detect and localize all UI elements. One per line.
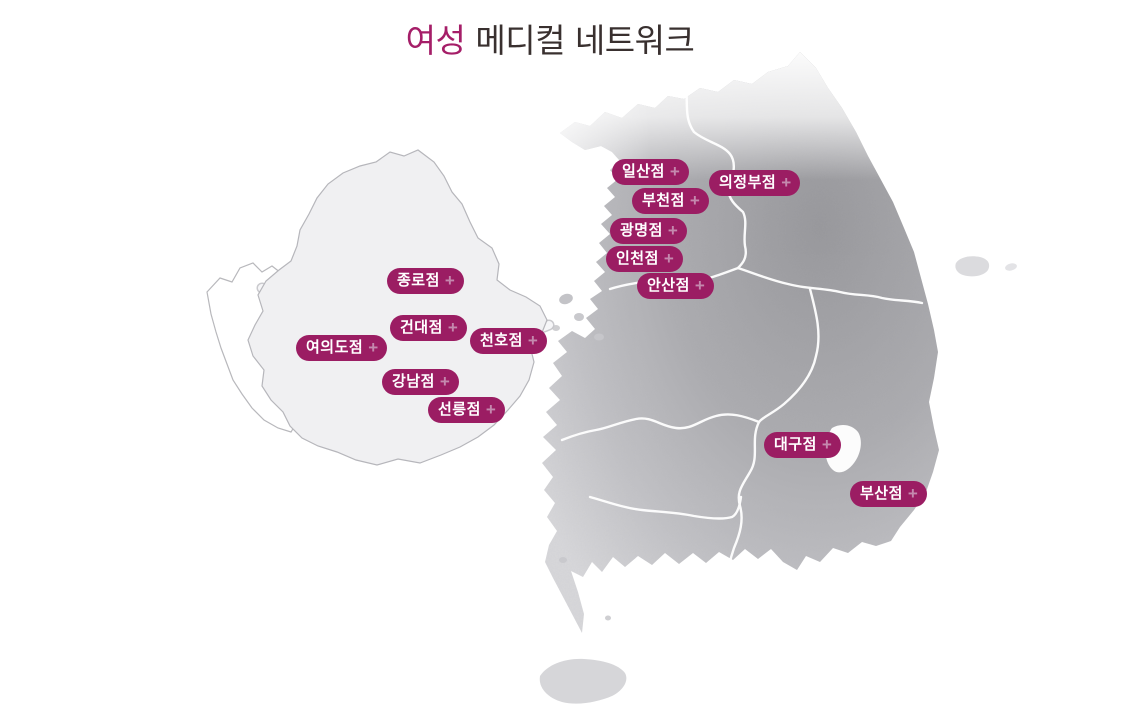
branch-badge-label: 여의도점	[306, 339, 364, 356]
branch-badge-label: 천호점	[480, 332, 523, 349]
plus-icon: +	[368, 338, 379, 357]
plus-icon: +	[447, 318, 458, 337]
plus-icon: +	[663, 249, 674, 268]
page-title-rest: 메디컬 네트워크	[465, 21, 695, 60]
branch-badge-label: 강남점	[392, 373, 435, 390]
branch-badge-label: 의정부점	[719, 174, 777, 191]
jeju-island	[539, 658, 627, 704]
plus-icon: +	[527, 331, 538, 350]
dokdo-island	[1005, 263, 1017, 271]
plus-icon: +	[667, 221, 678, 240]
plus-icon: +	[694, 276, 705, 295]
province-border-gangwon-gyeongbuk	[736, 266, 924, 305]
plus-icon: +	[485, 400, 496, 419]
branch-badge-uijeongbu[interactable]: 의정부점 +	[709, 170, 801, 196]
branch-badge-gangnam[interactable]: 강남점 +	[382, 369, 459, 395]
branch-badge-label: 부천점	[642, 192, 685, 209]
plus-icon: +	[669, 162, 680, 181]
plus-icon: +	[781, 173, 792, 192]
branch-badge-label: 대구점	[774, 436, 817, 453]
branch-badge-bucheon[interactable]: 부천점 +	[632, 188, 709, 214]
branch-badge-seolleung[interactable]: 선릉점 +	[428, 397, 505, 423]
branch-badge-ansan[interactable]: 안산점 +	[637, 273, 714, 299]
branch-badge-daegu[interactable]: 대구점 +	[764, 432, 841, 458]
ulleungdo-island	[955, 256, 990, 277]
branch-badge-yeouido[interactable]: 여의도점 +	[296, 335, 388, 361]
branch-badge-label: 일산점	[622, 163, 665, 180]
plus-icon: +	[821, 435, 832, 454]
branch-badge-busan[interactable]: 부산점 +	[850, 481, 927, 507]
branch-badge-jongno[interactable]: 종로점 +	[387, 268, 464, 294]
branch-badge-label: 건대점	[400, 319, 443, 336]
branch-badge-label: 종로점	[397, 272, 440, 289]
branch-badge-label: 광명점	[620, 222, 663, 239]
branch-badge-label: 부산점	[860, 485, 903, 502]
plus-icon: +	[907, 484, 918, 503]
branch-badge-label: 안산점	[647, 277, 690, 294]
page-title-highlight: 여성	[405, 21, 466, 60]
branch-badge-kondae[interactable]: 건대점 +	[390, 315, 467, 341]
branch-badge-label: 선릉점	[438, 401, 481, 418]
branch-badge-cheonho[interactable]: 천호점 +	[470, 328, 547, 354]
plus-icon: +	[439, 372, 450, 391]
page-title: 여성 메디컬 네트워크	[0, 14, 1100, 62]
province-border-chungnam-jeonbuk	[560, 413, 761, 442]
branch-badge-ilsan[interactable]: 일산점 +	[612, 159, 689, 185]
branch-badge-label: 인천점	[616, 250, 659, 267]
branch-badge-incheon[interactable]: 인천점 +	[606, 246, 683, 272]
branch-badge-gwangmyeong[interactable]: 광명점 +	[610, 218, 687, 244]
plus-icon: +	[444, 271, 455, 290]
province-border-chungbuk-gyeongbuk	[757, 287, 820, 424]
plus-icon: +	[689, 191, 700, 210]
province-border-jeonbuk-jeonnam	[588, 495, 743, 520]
